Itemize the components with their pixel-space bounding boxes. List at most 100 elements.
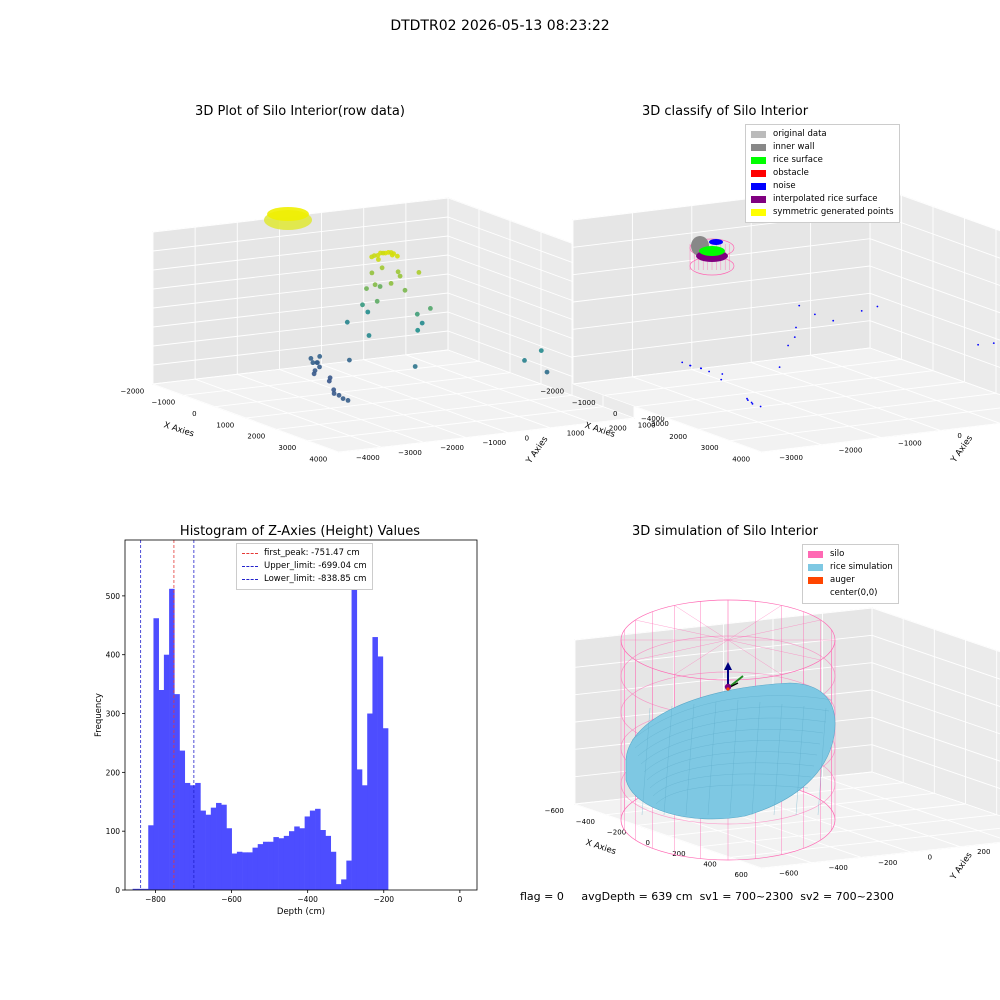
legend-swatch [808,590,823,597]
histogram-bar [163,654,170,890]
legend-item: interpolated rice surface [751,193,894,206]
legend-label: rice simulation [830,562,893,572]
p2-grid-z [869,238,1000,286]
legend-line-swatch [242,566,258,567]
p2-x-tick-label: 2000 [669,433,687,441]
p2-y-tick-label: 0 [957,432,961,440]
p4-grid-z [871,744,1000,789]
histogram-bar [304,816,311,890]
p1-scatter-point [366,333,372,338]
p4-x-tick-label: −400 [576,818,595,826]
p2-grid-z [572,292,871,330]
legend-swatch [751,157,766,164]
p1-y-tick-label: 1000 [567,429,585,437]
p4-rice-mesh-line [663,705,673,816]
p4-grid-z [871,689,1000,735]
p2-noise-point [681,361,684,364]
p4-y-tick-label: 200 [977,848,990,856]
legend-label: symmetric generated points [773,207,894,217]
p1-scatter-point [395,253,400,259]
histogram-bar [356,769,363,890]
p1-y-tick-label: −4000 [356,454,380,462]
p1-grid-x [338,417,635,453]
p2-noise-point [778,366,781,368]
legend-line-swatch [242,553,258,554]
p1-x-tick-label: 3000 [278,444,296,452]
sv2-text: sv2 = 700~2300 [800,890,894,903]
histogram-bar [257,844,264,890]
p4-grid-y [772,782,961,848]
legend-swatch [808,551,823,558]
histogram-bar [137,888,144,890]
histogram-x-tick-label: −400 [297,895,318,904]
p4-x-tick-label: 600 [735,871,748,879]
p4-y-tick-label: −400 [829,864,848,872]
p2-grid-z [572,265,871,303]
histogram-bar [362,785,368,890]
p2-grid-y [691,369,881,439]
p1-scatter-point [428,306,433,311]
p1-scatter-point [331,391,337,396]
p1-grid-y [321,364,508,433]
p4-silo-roof-wire [727,639,821,661]
p1-scatter-point [347,357,352,363]
p1-scatter-point [317,354,323,359]
histogram-bar [242,852,248,890]
histogram-bar [184,782,191,890]
status-footer: flag = 0 avgDepth = 639 cm sv1 = 700~230… [520,890,894,903]
p2-noise-point [793,336,796,338]
legend-swatch [751,183,766,190]
p4-axis-arrow-z-head [724,662,732,670]
p2-noise-point [747,399,749,401]
histogram-bar [216,802,222,890]
p1-scatter-point [538,348,544,353]
p1-grid-z [152,311,449,347]
p1-scatter-point [317,364,322,370]
legend-swatch [751,209,766,216]
histogram-bar [189,785,196,890]
legend-label: interpolated rice surface [773,194,878,204]
p4-rice-mesh-line [817,707,827,816]
p4-rice-mesh-line [751,701,761,816]
p4-grid-z [871,634,1000,680]
legend-label: Lower_limit: -838.85 cm [264,574,367,584]
p2-noise-point [759,405,762,408]
avg-depth-text: avgDepth = 639 cm [581,890,693,903]
p2-x-tick-label: 0 [613,410,617,418]
histogram-y-tick-label: 400 [106,651,121,660]
p4-y-tick-label: −600 [779,869,798,877]
p4-x-tick-label: 0 [645,839,649,847]
legend-item: auger [808,574,893,587]
p1-scatter-point [364,286,369,291]
p1-scatter-point [369,270,375,276]
p4-y-tick-label: 0 [928,853,932,861]
p1-scatter-point [310,360,316,366]
p1-grid-y [152,383,340,453]
p1-scatter-point [344,319,350,325]
p4-rice-mesh-line [795,705,805,816]
p2-x-tick-label: −2000 [540,388,564,396]
p1-scatter-point [340,396,346,401]
p2-grid-y [810,354,1000,424]
p2-x-tick-label: 4000 [732,456,750,464]
p4-silo-roof-wire [674,639,729,675]
p4-grid-y [822,776,1000,839]
legend-label: inner wall [773,142,815,152]
p4-y-axis-label: Y Axies [948,850,975,882]
p1-grid-y [194,378,382,448]
histogram-x-axis-label: Depth (cm) [277,907,325,917]
p2-grid-z [869,320,1000,368]
histogram-legend: first_peak: -751.47 cm Upper_limit: -699.… [236,543,373,590]
histogram-bar [247,852,253,890]
p1-scatter-point [331,387,337,393]
p4-silo-roof-wire [727,605,782,641]
p1-y-tick-label: −3000 [398,449,422,457]
histogram-bar [309,810,316,890]
p1-grid-z [152,216,449,252]
p1-scatter-point [372,282,378,288]
p2-y-tick-label: −1000 [898,439,922,447]
histogram-bar [174,694,180,890]
legend-label: obstacle [773,168,809,178]
legend-label: original data [773,129,827,139]
